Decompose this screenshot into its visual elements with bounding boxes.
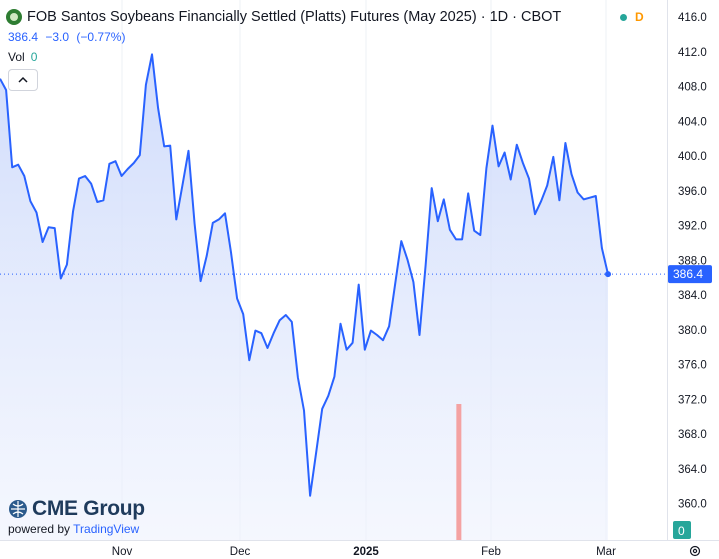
symbol-logo-icon xyxy=(6,9,22,25)
y-tick-label: 388.0 xyxy=(678,255,707,267)
y-tick-label: 368.0 xyxy=(678,429,707,441)
market-open-dot-icon xyxy=(620,13,627,21)
last-price: 386.4 xyxy=(8,30,39,44)
x-tick-label: Nov xyxy=(112,546,133,558)
status-badge: D xyxy=(635,10,644,24)
volume-legend[interactable]: Vol 0 xyxy=(8,50,37,64)
volume-tag: 0 xyxy=(673,521,691,539)
price-area xyxy=(0,54,608,541)
cme-globe-logo-icon xyxy=(9,500,27,518)
y-tick-label: 392.0 xyxy=(678,221,707,233)
y-tick-label: 416.0 xyxy=(678,12,707,24)
y-tick-label: 376.0 xyxy=(678,360,707,372)
y-tick-label: 396.0 xyxy=(678,186,707,198)
price-axis[interactable]: 416.0 412.0 408.0 404.0 400.0 396.0 392.0 388.0… xyxy=(678,12,707,511)
last-price-tag: 386.4 xyxy=(668,265,712,284)
x-tick-label: Mar xyxy=(596,546,616,558)
branding[interactable]: CME Group powered by TradingView xyxy=(8,497,145,536)
time-axis[interactable]: Nov Dec 2025 Feb Mar xyxy=(112,546,616,558)
x-tick-label: Dec xyxy=(230,546,251,558)
y-tick-label: 372.0 xyxy=(678,394,707,406)
volume-axis-label: 0 xyxy=(678,524,685,538)
volume-bar xyxy=(456,404,462,540)
market-status[interactable]: D xyxy=(620,10,644,24)
powered-by-text[interactable]: powered by TradingView xyxy=(8,522,145,536)
chart-header: FOB Santos Soybeans Financially Settled … xyxy=(6,9,561,25)
y-tick-label: 360.0 xyxy=(678,499,707,511)
volume-bars xyxy=(456,404,462,540)
last-price-label: 386.4 xyxy=(673,267,703,281)
cme-group-logo: CME Group xyxy=(32,497,145,520)
price-change-pct: (−0.77%) xyxy=(76,30,126,44)
y-tick-label: 408.0 xyxy=(678,82,707,94)
y-tick-label: 412.0 xyxy=(678,47,707,59)
y-tick-label: 380.0 xyxy=(678,325,707,337)
chevron-up-icon xyxy=(18,76,28,83)
volume-label: Vol xyxy=(8,50,25,64)
x-tick-label: 2025 xyxy=(353,546,379,558)
y-tick-label: 364.0 xyxy=(678,464,707,476)
powered-by-label: powered by xyxy=(8,522,71,536)
tradingview-link[interactable]: TradingView xyxy=(73,522,140,536)
y-tick-label: 400.0 xyxy=(678,151,707,163)
collapse-legend-button[interactable] xyxy=(8,69,38,91)
volume-value: 0 xyxy=(30,50,38,64)
chart-title: FOB Santos Soybeans Financially Settled … xyxy=(27,9,562,25)
quote-line: 386.4 −3.0 (−0.77%) xyxy=(8,30,129,44)
price-line xyxy=(0,53,609,497)
price-change: −3.0 xyxy=(45,30,70,44)
last-price-dot xyxy=(605,271,611,278)
y-tick-label: 384.0 xyxy=(678,290,707,302)
y-tick-label: 404.0 xyxy=(678,116,707,128)
x-tick-label: Feb xyxy=(481,546,501,558)
chart-settings-gear-icon[interactable] xyxy=(689,545,701,557)
